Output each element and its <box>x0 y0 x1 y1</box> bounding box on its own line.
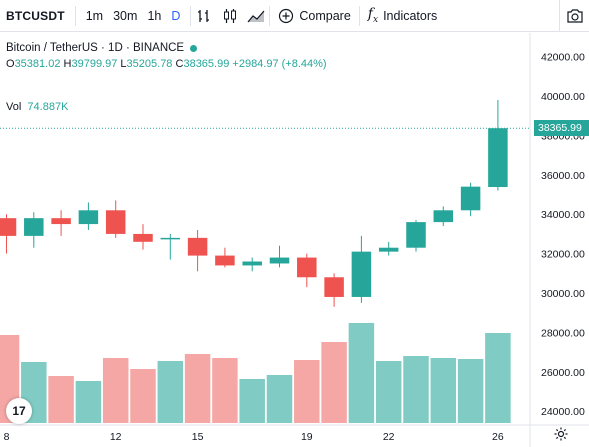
compare-button[interactable]: Compare <box>270 0 358 32</box>
series-legend: Bitcoin / TetherUS · 1D · BINANCE O35381… <box>6 40 327 72</box>
top-toolbar: BTCUSDT 1m 30m 1h D Compare fx Indicator… <box>0 0 589 32</box>
candles-icon[interactable] <box>217 0 243 32</box>
candle-body <box>0 218 17 236</box>
candle-body <box>51 218 71 225</box>
candle-body <box>242 261 262 266</box>
last-price-label: 38365.99 <box>534 120 589 137</box>
camera-icon <box>566 9 583 23</box>
close-value: 38365.99 <box>183 58 230 70</box>
interval-30m-button[interactable]: 30m <box>113 8 138 23</box>
open-label: O <box>6 58 15 70</box>
volume-bar <box>239 379 265 423</box>
volume-bar <box>102 358 129 423</box>
chart-pane[interactable]: 42000.00 40000.00 38000.00 36000.00 34000.00… <box>0 33 589 447</box>
legend-title-row: Bitcoin / TetherUS · 1D · BINANCE <box>6 40 327 56</box>
indicators-label: Indicators <box>383 8 438 23</box>
volume-bar <box>375 361 402 423</box>
candle-body <box>160 237 181 240</box>
volume-bar <box>212 358 238 423</box>
candle-body <box>215 255 235 266</box>
low-label: L <box>120 58 127 70</box>
volume-bar <box>75 381 102 423</box>
price-tick-label: 24000.00 <box>541 406 585 418</box>
interval-1h-button[interactable]: 1h <box>147 8 162 23</box>
time-tick-label: 15 <box>192 431 204 443</box>
candle-body <box>433 210 454 223</box>
time-tick-label: 26 <box>492 431 504 443</box>
interval-1m-button[interactable]: 1m <box>85 8 104 23</box>
price-tick-label: 32000.00 <box>541 249 585 261</box>
high-label: H <box>63 58 72 70</box>
volume-bar <box>184 354 211 423</box>
interval-d-button[interactable]: D <box>171 8 181 23</box>
high-value: 39799.97 <box>71 58 118 70</box>
volume-value: 74.887K <box>27 101 69 113</box>
volume-bar <box>485 333 511 423</box>
symbol-search-button[interactable]: BTCUSDT <box>6 8 65 23</box>
candle-body <box>488 128 508 188</box>
market-status-icon <box>190 44 198 52</box>
volume-bar <box>266 375 293 423</box>
indicators-button[interactable]: fx Indicators <box>360 0 445 32</box>
fx-icon: fx <box>367 6 379 25</box>
time-tick-label: 22 <box>383 431 395 443</box>
area-icon[interactable] <box>243 0 269 32</box>
candle-body <box>105 210 126 234</box>
volume-legend: Vol 74.887K <box>6 101 68 113</box>
candle-body <box>406 222 426 248</box>
low-value: 35205.78 <box>126 58 173 70</box>
volume-bar <box>130 369 156 423</box>
candle-body <box>351 251 372 297</box>
price-tick-label: 28000.00 <box>541 327 585 339</box>
volume-bar <box>157 361 184 423</box>
change-value: +2984.97 (+8.44%) <box>232 58 327 70</box>
volume-bar <box>294 360 320 423</box>
time-tick-label: 8 <box>4 431 10 443</box>
volume-bar <box>321 342 347 423</box>
settings-icon[interactable] <box>553 426 569 442</box>
candle-body <box>269 257 290 264</box>
time-tick-label: 12 <box>110 431 122 443</box>
toolbar-divider <box>74 5 76 26</box>
volume-bar <box>48 376 74 423</box>
open-value: 35381.02 <box>14 58 61 70</box>
volume-bar <box>430 358 457 423</box>
candle-body <box>187 237 208 256</box>
volume-bar <box>403 356 429 423</box>
tradingview-logo[interactable]: 17 <box>6 398 32 424</box>
candle-body <box>460 186 481 211</box>
price-tick-label: 42000.00 <box>541 52 585 64</box>
ohlc-values: O35381.02 H39799.97 L35205.78 C38365.99 … <box>6 56 327 72</box>
price-tick-label: 34000.00 <box>541 209 585 221</box>
volume-label: Vol <box>6 101 22 113</box>
symbol-description: Bitcoin / TetherUS · 1D · BINANCE <box>6 42 185 54</box>
candle-body <box>24 218 44 236</box>
price-tick-label: 30000.00 <box>541 288 585 300</box>
candle-body <box>297 257 317 278</box>
price-tick-label: 40000.00 <box>541 91 585 103</box>
plus-circle-icon <box>279 8 294 23</box>
price-tick-label: 36000.00 <box>541 170 585 182</box>
snapshot-button[interactable] <box>559 0 589 32</box>
compare-label: Compare <box>299 8 351 23</box>
toolbar-divider <box>358 5 360 26</box>
candle-body <box>324 277 344 297</box>
toolbar-divider <box>190 5 192 26</box>
bar-style-icon[interactable] <box>191 0 217 32</box>
volume-bar <box>457 359 484 423</box>
candlestick-chart[interactable]: 42000.0040000.0038000.0036000.0034000.00… <box>0 33 589 447</box>
time-tick-label: 19 <box>301 431 313 443</box>
candle-body <box>378 247 399 252</box>
price-tick-label: 26000.00 <box>541 367 585 379</box>
candle-body <box>133 233 153 242</box>
toolbar-divider <box>269 5 271 26</box>
volume-bar <box>348 323 375 423</box>
candle-body <box>78 210 99 225</box>
close-label: C <box>175 58 184 70</box>
